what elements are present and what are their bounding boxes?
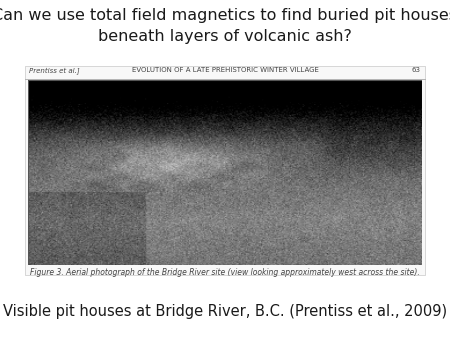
Text: 63: 63 bbox=[412, 67, 421, 73]
Text: Figure 3. Aerial photograph of the Bridge River site (view looking approximately: Figure 3. Aerial photograph of the Bridg… bbox=[30, 268, 420, 277]
Bar bbox=[25, 66, 425, 275]
Text: EVOLUTION OF A LATE PREHISTORIC WINTER VILLAGE: EVOLUTION OF A LATE PREHISTORIC WINTER V… bbox=[131, 67, 319, 73]
Text: Visible pit houses at Bridge River, B.C. (Prentiss et al., 2009): Visible pit houses at Bridge River, B.C.… bbox=[3, 304, 447, 319]
Text: Can we use total field magnetics to find buried pit houses
beneath layers of vol: Can we use total field magnetics to find… bbox=[0, 8, 450, 44]
Text: Prentiss et al.]: Prentiss et al.] bbox=[29, 67, 80, 74]
